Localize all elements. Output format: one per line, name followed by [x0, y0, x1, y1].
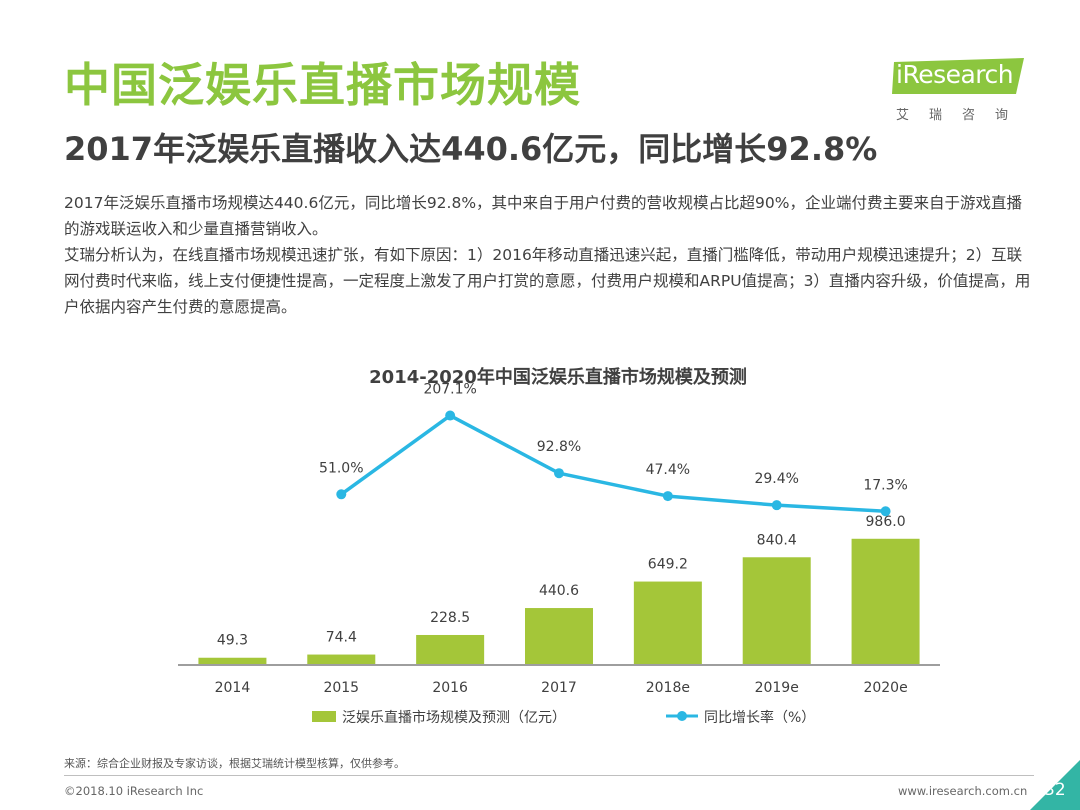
page-title: 中国泛娱乐直播市场规模: [64, 58, 581, 112]
logo-banner: [892, 58, 1024, 94]
x-tick-label-2017: 2017: [541, 680, 577, 696]
x-tick-label-2015: 2015: [323, 680, 359, 696]
bar-value-label-2020e: 986.0: [866, 514, 906, 530]
logo-i: i: [896, 60, 903, 89]
growth-value-label-2018e: 47.4%: [646, 462, 690, 478]
source-note: 来源：综合企业财报及专家访谈，根据艾瑞统计模型核算，仅供参考。: [64, 757, 405, 770]
legend-bar-swatch: [312, 711, 336, 722]
growth-point-2017: [554, 468, 564, 479]
bar-value-label-2018e: 649.2: [648, 557, 688, 573]
page-number: 32: [1044, 780, 1066, 800]
iresearch-logo: iResearch 艾瑞咨询: [892, 58, 1032, 124]
growth-point-2016: [445, 410, 456, 421]
growth-point-2019e: [771, 500, 782, 511]
growth-value-label-2015: 51.0%: [319, 460, 363, 476]
logo-brand: Research: [902, 60, 1014, 89]
growth-rate-line: [340, 413, 886, 514]
bar-value-label-2016: 228.5: [430, 610, 470, 626]
bar-2014: [198, 657, 267, 664]
page-corner-decoration: [1030, 760, 1080, 810]
paragraph-1: 2017年泛娱乐直播市场规模达440.6亿元，同比增长92.8%，其中来自于用户…: [64, 194, 1023, 238]
bar-value-label-2014: 49.3: [217, 633, 248, 649]
bar-2019e: [742, 557, 811, 664]
growth-value-label-2020e: 17.3%: [863, 477, 907, 493]
growth-value-label-2019e: 29.4%: [754, 471, 798, 487]
bar-2017: [525, 608, 593, 664]
growth-value-label-2016: 207.1%: [423, 382, 476, 398]
legend-line-marker: [677, 711, 687, 721]
x-tick-label-2014: 2014: [215, 680, 251, 696]
x-tick-label-2020e: 2020e: [863, 680, 907, 696]
page-subtitle: 2017年泛娱乐直播收入达440.6亿元，同比增长92.8%: [64, 130, 878, 168]
website-url: www.iresearch.com.cn: [898, 784, 1028, 798]
copyright: ©2018.10 iResearch Inc: [64, 784, 204, 798]
growth-point-2015: [336, 489, 347, 500]
x-tick-label-2019e: 2019e: [755, 680, 799, 696]
bar-2020e: [851, 538, 920, 664]
legend-line-label: 同比增长率（%）: [704, 709, 815, 726]
logo-text: iResearch: [896, 60, 1014, 89]
body-text: 2017年泛娱乐直播市场规模达440.6亿元，同比增长92.8%，其中来自于用户…: [64, 190, 1034, 320]
legend-bar-label: 泛娱乐直播市场规模及预测（亿元）: [342, 709, 566, 726]
bar-2016: [416, 634, 485, 664]
x-tick-label-2018e: 2018e: [646, 680, 690, 696]
growth-point-2018e: [662, 491, 673, 502]
logo-chinese-name: 艾瑞咨询: [896, 108, 1029, 123]
chart-title: 2014-2020年中国泛娱乐直播市场规模及预测: [369, 366, 747, 388]
bar-value-label-2017: 440.6: [539, 583, 579, 599]
growth-point-2020e: [880, 506, 891, 517]
bar-value-label-2015: 74.4: [326, 630, 357, 646]
bar-2015: [307, 654, 376, 664]
footer-divider: [64, 775, 1034, 776]
x-tick-label-2016: 2016: [432, 680, 468, 696]
paragraph-2: 艾瑞分析认为，在线直播市场规模迅速扩张，有如下原因：1）2016年移动直播迅速兴…: [64, 246, 1031, 316]
growth-value-label-2017: 92.8%: [537, 439, 581, 455]
bar-value-label-2019e: 840.4: [757, 532, 797, 548]
bar-2018e: [633, 581, 702, 664]
